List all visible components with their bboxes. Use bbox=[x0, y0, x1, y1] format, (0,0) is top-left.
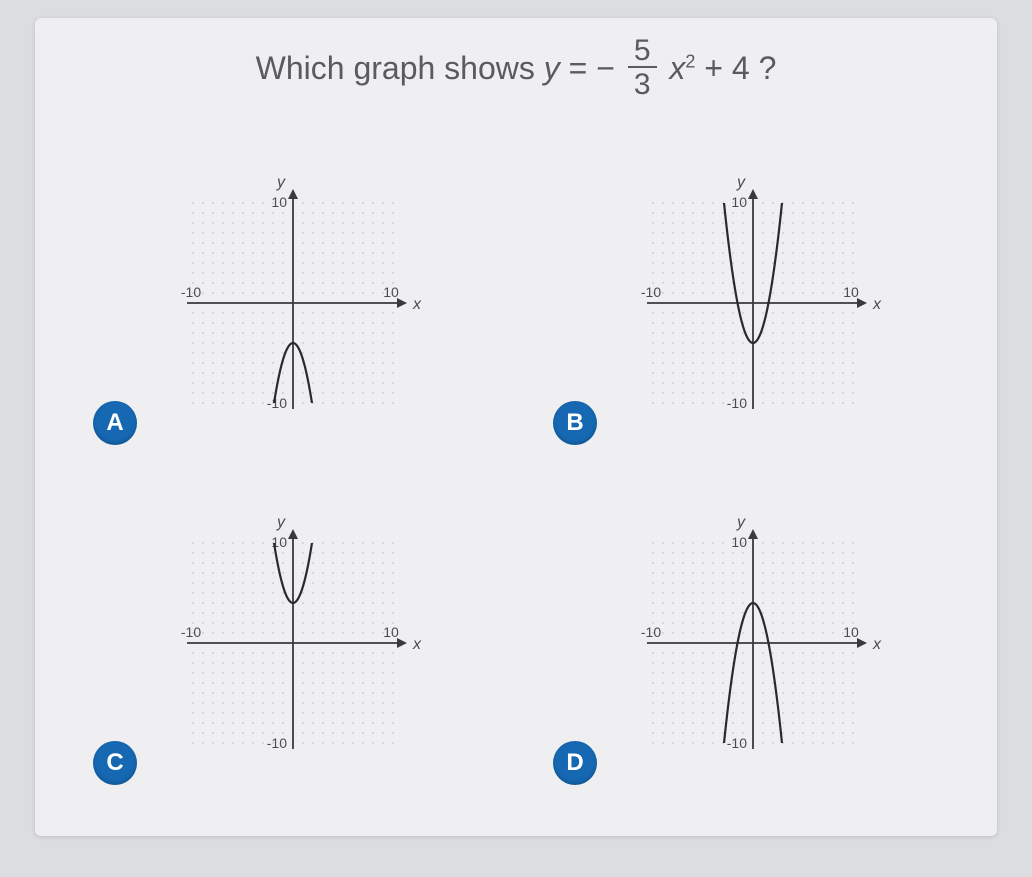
q-frac-den: 3 bbox=[628, 68, 657, 101]
option-c-badge: C bbox=[93, 741, 137, 785]
svg-text:10: 10 bbox=[383, 624, 399, 640]
svg-text:10: 10 bbox=[383, 284, 399, 300]
svg-text:-10: -10 bbox=[267, 395, 287, 411]
option-c-graph: yx10-10-1010 bbox=[163, 513, 423, 773]
question-text: Which graph shows y = − 5 3 x2 + 4 ? bbox=[35, 38, 997, 103]
svg-text:x: x bbox=[412, 636, 422, 653]
svg-text:10: 10 bbox=[843, 284, 859, 300]
svg-text:y: y bbox=[276, 514, 286, 531]
q-suffix: + 4 ? bbox=[704, 50, 776, 86]
svg-text:x: x bbox=[872, 296, 882, 313]
svg-text:-10: -10 bbox=[181, 624, 201, 640]
q-prefix: Which graph shows bbox=[256, 50, 544, 86]
svg-text:-10: -10 bbox=[641, 624, 661, 640]
svg-text:-10: -10 bbox=[727, 735, 747, 751]
option-b-badge: B bbox=[553, 401, 597, 445]
q-sq: 2 bbox=[685, 51, 695, 71]
svg-text:y: y bbox=[736, 174, 746, 191]
option-a[interactable]: A y x 10 -10 -10 10 bbox=[93, 173, 513, 453]
svg-text:x: x bbox=[412, 296, 422, 313]
options-grid: A y x 10 -10 -10 10 B y x 10 -10 -10 10 C y x 10 -10 -… bbox=[93, 173, 973, 793]
option-a-graph: y x 10 -10 -10 10 bbox=[163, 173, 423, 433]
q-frac-num: 5 bbox=[628, 36, 657, 68]
q-y: y bbox=[544, 50, 560, 86]
option-b-graph: y x 10 -10 -10 10 bbox=[623, 173, 883, 433]
svg-text:-10: -10 bbox=[641, 284, 661, 300]
q-x: x bbox=[669, 50, 685, 86]
option-d-badge: D bbox=[553, 741, 597, 785]
svg-text:y: y bbox=[736, 514, 746, 531]
svg-text:-10: -10 bbox=[727, 395, 747, 411]
svg-text:-10: -10 bbox=[181, 284, 201, 300]
option-d[interactable]: D y x 10 -10 -10 10 bbox=[553, 513, 973, 793]
svg-text:10: 10 bbox=[731, 534, 747, 550]
svg-text:10: 10 bbox=[731, 194, 747, 210]
option-b[interactable]: B y x 10 -10 -10 10 bbox=[553, 173, 973, 453]
svg-text:10: 10 bbox=[843, 624, 859, 640]
option-c[interactable]: C yx10-10-1010 bbox=[93, 513, 513, 793]
option-d-graph: y x 10 -10 -10 10 bbox=[623, 513, 883, 773]
option-a-badge: A bbox=[93, 401, 137, 445]
q-neg: − bbox=[596, 50, 615, 86]
q-fraction: 5 3 bbox=[628, 36, 657, 101]
svg-text:10: 10 bbox=[271, 194, 287, 210]
q-eq: = bbox=[569, 50, 597, 86]
svg-text:-10: -10 bbox=[267, 735, 287, 751]
svg-text:x: x bbox=[872, 636, 882, 653]
question-card: Which graph shows y = − 5 3 x2 + 4 ? A y… bbox=[35, 18, 997, 836]
svg-text:y: y bbox=[276, 174, 286, 191]
